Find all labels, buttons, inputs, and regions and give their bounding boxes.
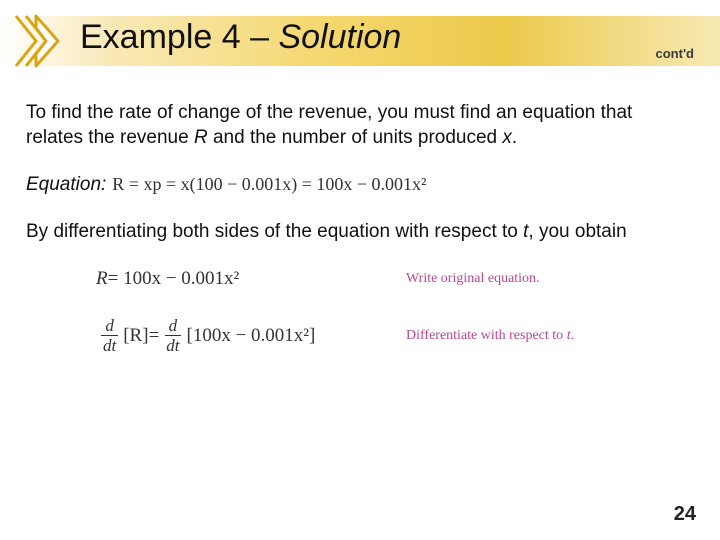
frac-lhs-num: d: [101, 317, 118, 336]
deriv2-note-text: Differentiate with respect to t.: [406, 328, 574, 343]
equation-line: Equation: R = xp = x(100 − 0.001x) = 100…: [26, 172, 694, 197]
fraction-rhs: d dt: [162, 317, 183, 354]
slide-title: Example 4 – Solution: [80, 18, 401, 57]
derivation-math-1: R = 100x − 0.001x²: [96, 266, 376, 291]
deriv2-rhs-bracket: [100x − 0.001x²]: [187, 323, 316, 348]
derivation-block: R = 100x − 0.001x² Write original equati…: [96, 266, 694, 354]
frac-rhs-num: d: [165, 317, 182, 336]
frac-rhs-den: dt: [162, 336, 183, 354]
para2-text-a: By differentiating both sides of the equ…: [26, 221, 523, 242]
deriv2-eq: =: [149, 323, 160, 348]
para1-var-x: x: [502, 127, 512, 148]
derivation-row-1: R = 100x − 0.001x² Write original equati…: [96, 266, 694, 291]
page-number: 24: [674, 503, 696, 526]
frac-lhs-den: dt: [99, 336, 120, 354]
title-prefix: Example 4 –: [80, 18, 278, 56]
derivation-note-1: Write original equation.: [406, 270, 540, 288]
equation-math: R = xp = x(100 − 0.001x) = 100x − 0.001x…: [112, 173, 426, 197]
derivation-note-2: Differentiate with respect to t.: [406, 327, 574, 345]
fraction-lhs: d dt: [99, 317, 120, 354]
para1-text-b: and the number of units produced: [208, 127, 503, 148]
paragraph-1: To find the rate of change of the revenu…: [26, 100, 694, 150]
deriv2-lhs-bracket: [R]: [123, 323, 148, 348]
para2-text-b: , you obtain: [528, 221, 626, 242]
paragraph-2: By differentiating both sides of the equ…: [26, 219, 694, 244]
deriv1-lhs: R: [96, 266, 108, 291]
deriv1-rhs: = 100x − 0.001x²: [108, 266, 240, 291]
para1-text-c: .: [512, 127, 517, 148]
title-suffix: Solution: [278, 18, 401, 56]
contd-label: cont'd: [656, 46, 694, 61]
para1-var-R: R: [194, 127, 208, 148]
slide-body: To find the rate of change of the revenu…: [26, 100, 694, 380]
equation-label: Equation:: [26, 172, 106, 197]
derivation-math-2: d dt [R] = d dt [100x − 0.001x²]: [96, 317, 376, 354]
derivation-row-2: d dt [R] = d dt [100x − 0.001x²] Differe…: [96, 317, 694, 354]
chevron-icon: [12, 10, 68, 72]
